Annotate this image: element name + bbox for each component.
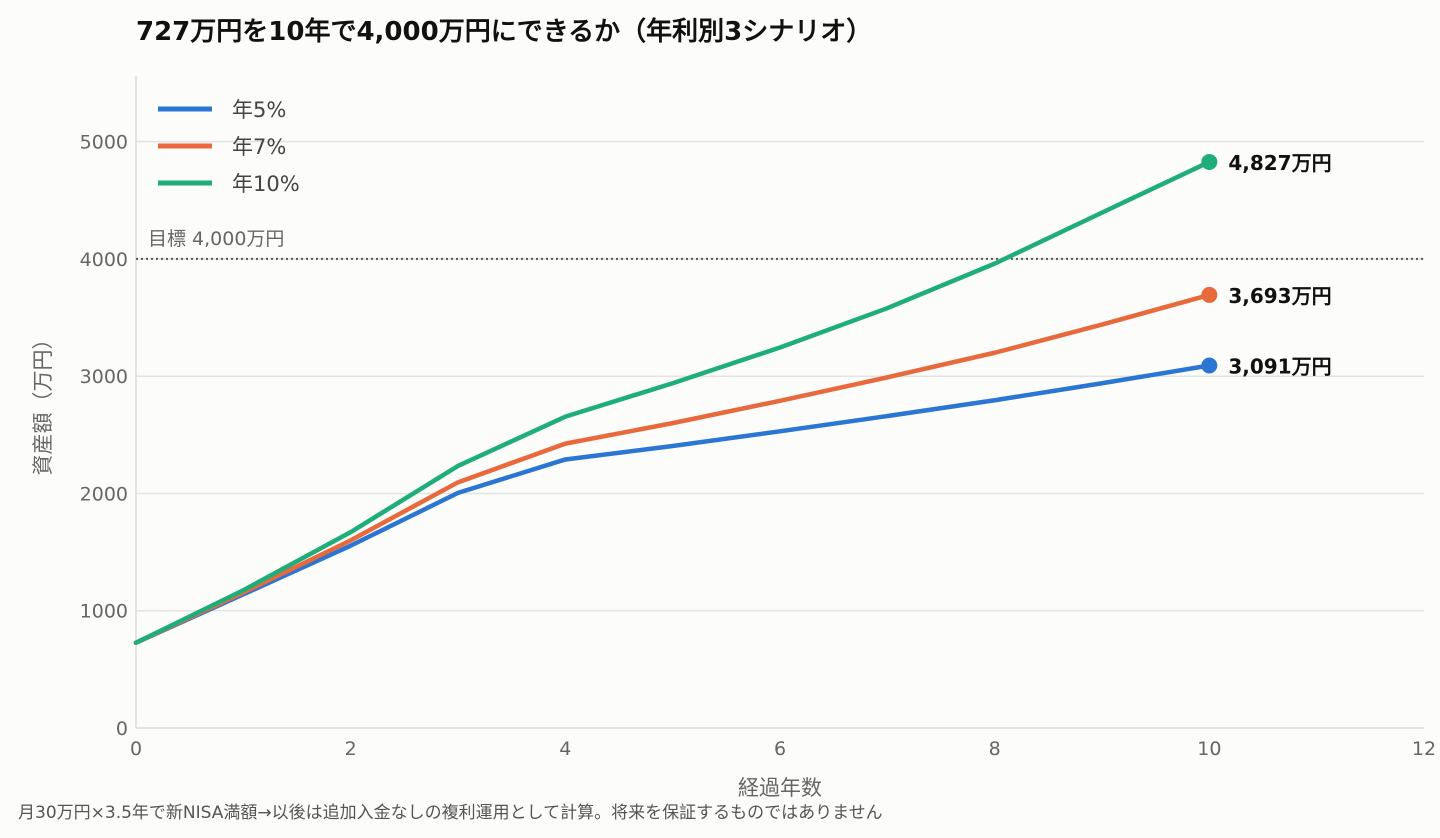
series-lines (133, 159, 1212, 645)
series-end-point (1201, 286, 1218, 303)
target-line-group: 目標 4,000万円 (136, 228, 1424, 260)
y-tick-label: 3000 (80, 366, 128, 388)
series-end-label: 3,091万円 (1228, 355, 1331, 379)
legend: 年5% 年7% 年10% (158, 98, 300, 196)
x-tick-label: 2 (345, 738, 357, 760)
grid-lines (136, 140, 1424, 612)
y-axis-label: 資産額（万円） (31, 329, 55, 476)
legend-label: 年10% (232, 172, 300, 196)
y-tick-label: 5000 (80, 132, 128, 154)
series-end-label: 4,827万円 (1228, 151, 1331, 175)
series-line (133, 292, 1212, 645)
x-tick-label: 10 (1197, 738, 1221, 760)
target-label: 目標 4,000万円 (148, 228, 284, 250)
y-tick-label: 4000 (80, 249, 128, 271)
series-end-point (1201, 357, 1218, 374)
y-tick-label: 2000 (80, 483, 128, 505)
y-tick-label: 1000 (80, 601, 128, 623)
series-line (133, 363, 1212, 645)
x-tick-label: 8 (989, 738, 1001, 760)
series-endpoints: 3,091万円 3,693万円 4,827万円 (1201, 151, 1332, 379)
legend-label: 年5% (232, 98, 286, 122)
x-axis-label: 経過年数 (738, 776, 822, 800)
x-tick-label: 6 (774, 738, 786, 760)
x-tick-label: 12 (1412, 738, 1436, 760)
series-end-label: 3,693万円 (1228, 284, 1331, 308)
series-end-point (1201, 153, 1218, 170)
chart-title: 727万円を10年で4,000万円にできるか（年利別3シナリオ） (136, 16, 872, 47)
x-tick-label: 0 (130, 738, 142, 760)
footnote: 月30万円×3.5年で新NISA満額→以後は追加入金なしの複利運用として計算。将… (18, 803, 883, 823)
x-tick-label: 4 (559, 738, 571, 760)
y-tick-label: 0 (116, 718, 128, 740)
series-line (133, 159, 1212, 645)
axes: 0 1000 2000 3000 4000 5000 0 2 4 6 8 10 12 (80, 76, 1436, 760)
legend-label: 年7% (232, 135, 286, 159)
